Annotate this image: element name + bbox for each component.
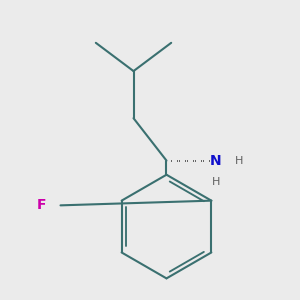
Text: N: N	[210, 154, 222, 168]
Text: F: F	[37, 198, 46, 212]
Text: H: H	[235, 156, 244, 166]
Text: H: H	[212, 177, 220, 187]
